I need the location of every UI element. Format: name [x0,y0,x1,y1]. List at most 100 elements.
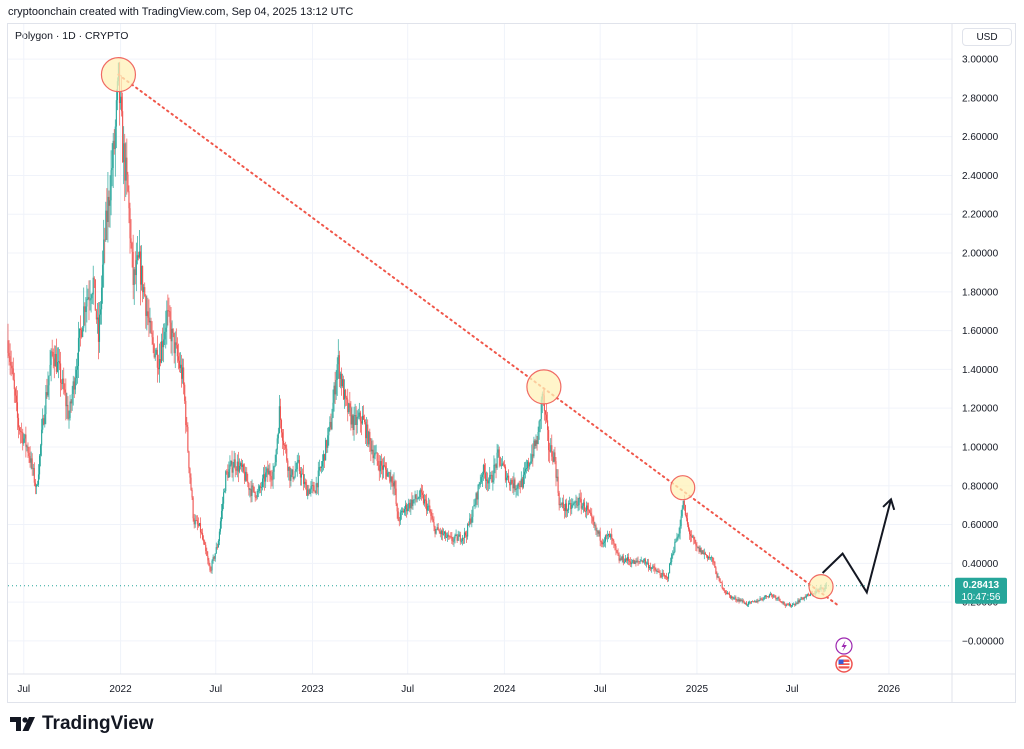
candle-body [778,597,780,600]
candle-body [360,421,362,424]
candle-body [418,497,420,499]
candle-body [777,597,779,599]
candle-body [494,464,496,466]
candle-body [767,596,770,598]
candle-body [530,461,532,464]
candle-body [788,603,791,606]
candle-body [495,464,497,468]
candle-body [68,417,70,419]
candle-body [304,481,306,484]
candle-body [431,515,433,519]
candle-body [488,480,490,484]
candle-body [123,143,125,163]
candle-body [7,340,9,353]
candle-body [294,470,296,477]
candle-body [773,595,775,597]
projection-arrow-head [882,497,896,511]
candle-body [612,538,614,541]
y-tick-label: 2.20000 [962,210,999,221]
candle-body [76,365,78,370]
candle-body [286,448,288,461]
us-flag-stripe-white [838,662,850,664]
candle-body [700,548,702,555]
candle-body [183,367,185,385]
candle-body [399,512,401,521]
candle-body [259,486,261,488]
candle-body [683,500,685,506]
candle-body [229,464,231,470]
candle-body [454,534,456,539]
candle-body [448,534,450,537]
tradingview-brand[interactable]: TradingView [10,712,154,736]
candle-body [100,309,102,315]
candle-body [133,269,135,285]
candle-body [658,571,660,573]
candle-body [478,484,480,486]
candle-body [365,422,367,439]
price-axis[interactable]: 3.00000 2.80000 2.60000 2.40000 2.20000 2.000… [962,55,1004,648]
candle-body [640,560,642,562]
candle-body [42,418,44,430]
last-price-tag-bg [955,577,1007,604]
candle-body [388,472,390,474]
candle-body [807,594,809,596]
candle-body [733,598,735,599]
candle-body [396,503,398,512]
candle-body [11,365,13,369]
candle-body [464,532,467,536]
event-markers[interactable] [835,637,853,673]
candle-body [789,603,792,607]
candle-body [373,455,375,459]
candle-body [308,489,310,495]
candle-body [780,601,782,603]
candle-body [793,603,795,605]
candle-body [206,551,208,556]
candle-body [703,552,705,555]
symbol-label[interactable]: Polygon · 1D · CRYPTO [15,30,129,42]
candle-body [728,593,731,596]
chart-credit: cryptoonchain created with TradingView.c… [8,6,354,18]
candle-body [256,491,258,498]
candle-body [561,502,563,505]
candle-body [443,531,446,534]
candle-body [165,327,167,332]
candle-body [678,533,680,537]
candle-body [193,518,195,525]
x-tick-label: Jul [401,684,414,695]
candle-body [437,527,439,531]
candle-body [441,530,443,535]
candle-body [743,602,745,604]
candle-body [319,467,321,469]
candle-body [556,476,558,478]
candle-body [86,298,88,307]
candle-body [371,449,373,452]
candle-body [30,458,32,463]
candle-body [368,432,370,445]
candle-body [300,473,303,478]
candle-body [23,438,25,444]
candle-body [287,460,289,471]
candle-body [499,456,501,466]
candle-body [420,489,422,493]
candle-body [750,601,752,603]
candle-body [250,489,252,496]
candle-body [394,481,396,489]
candle-body [696,545,698,548]
candle-body [331,417,333,430]
last-price-value: 0.28413 [963,580,1000,591]
brand-name: TradingView [42,713,154,734]
candle-body [624,558,626,563]
candle-body [656,571,658,572]
candle-body [706,555,709,559]
candle-body [154,354,156,358]
candle-body [214,553,216,559]
time-axis[interactable]: Jul 2022 Jul 2023 Jul 2024 Jul 2025 Jul 2026 [17,684,900,695]
candle-body [736,600,738,601]
y-tick-label: 2.40000 [962,171,999,182]
candle-body [514,479,516,490]
candle-body [152,337,154,345]
currency-button[interactable]: USD [962,28,1012,46]
candle-body [231,460,233,473]
candle-body [455,534,457,536]
